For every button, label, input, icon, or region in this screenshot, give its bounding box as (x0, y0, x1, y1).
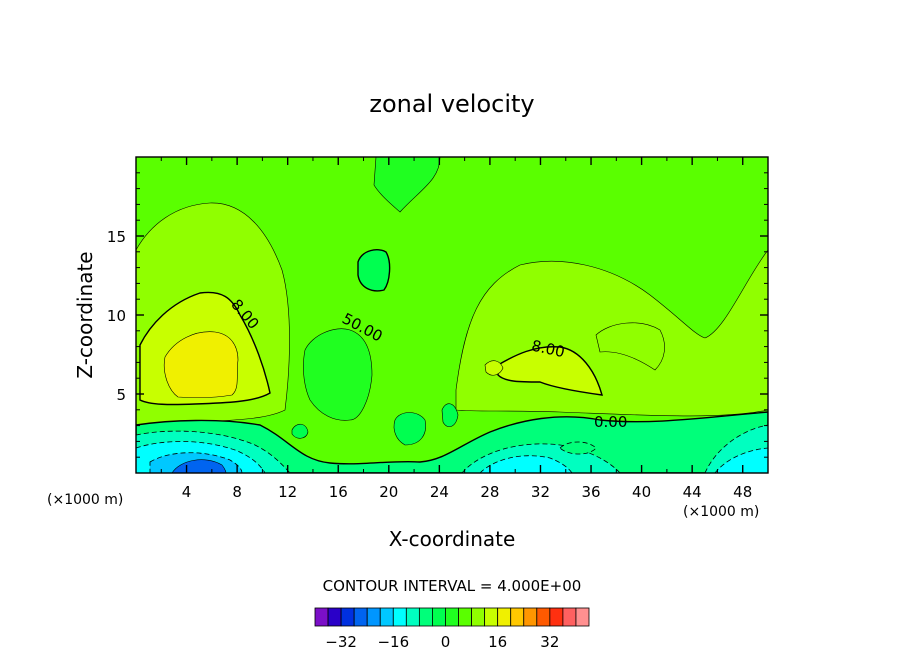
colorbar-swatch-15 (510, 607, 525, 627)
colorbar-swatch-19 (562, 607, 577, 627)
colorbar-swatch-1 (327, 607, 342, 627)
colorbar-swatch-9 (432, 607, 446, 627)
colorbar-tick-16: 16 (488, 633, 507, 651)
colorbar-swatch-10 (445, 607, 459, 627)
colorbar-swatch-7 (405, 607, 420, 627)
x-tick-label-32: 32 (531, 483, 550, 501)
colorbar-swatch-4 (366, 607, 381, 627)
x-tick-label-16: 16 (329, 483, 348, 501)
contour-label-4: 0.00 (594, 413, 627, 431)
contour-fill-bottom-cyan-far-right (714, 447, 768, 473)
contour-fill-left-core (163, 331, 239, 398)
contour-interval-text: CONTOUR INTERVAL = 4.000E+00 (323, 577, 582, 595)
contour-fill-right-mid (497, 346, 603, 396)
y-tick-label-15: 15 (107, 228, 126, 246)
x-tick-label-20: 20 (379, 483, 398, 501)
contour-fill-center-blob (303, 328, 373, 421)
x-tick-label-44: 44 (683, 483, 702, 501)
colorbar-swatch-8 (418, 607, 433, 627)
x-tick-label-4: 4 (182, 483, 192, 501)
x-axis-ticks: 4 8 12 16 20 24 28 32 36 40 44 48 (160, 157, 752, 501)
x-axis-label: X-coordinate (389, 527, 516, 551)
contour-fill-small-d (559, 441, 597, 455)
contour-fill-bottom-cyan-right (479, 455, 573, 473)
contour-fill-small-b (441, 403, 459, 428)
x-tick-label-24: 24 (430, 483, 449, 501)
colorbar-swatch-5 (379, 607, 394, 627)
colorbar (314, 607, 590, 627)
colorbar-swatch-20 (575, 607, 590, 627)
x-unit-label: (×1000 m) (47, 492, 123, 508)
colorbar-tick--32: −32 (325, 633, 357, 651)
colorbar-swatch-16 (523, 607, 538, 627)
colorbar-swatch-11 (458, 607, 472, 627)
colorbar-tick-32: 32 (540, 633, 559, 651)
contour-fill-bottom-layer (136, 411, 768, 473)
contour-fill-small-a (393, 412, 426, 446)
x-tick-label-28: 28 (480, 483, 499, 501)
x-tick-label-48: 48 (733, 483, 752, 501)
chart-title: zonal velocity (369, 90, 534, 118)
x-tick-label-12: 12 (278, 483, 297, 501)
x-tick-label-8: 8 (232, 483, 242, 501)
y-tick-label-10: 10 (107, 307, 126, 325)
contour-fill-mid-blob (357, 249, 391, 292)
colorbar-swatch-17 (536, 607, 551, 627)
contour-fill-small-blob (484, 360, 504, 376)
colorbar-swatch-18 (549, 607, 564, 627)
x-tick-label-40: 40 (632, 483, 651, 501)
contour-field (136, 157, 768, 473)
contour-fill-right-patch (595, 322, 665, 371)
colorbar-tick-labels: −32 −16 0 16 32 (325, 633, 559, 651)
y-tick-label-5: 5 (116, 386, 126, 404)
colorbar-swatch-12 (471, 607, 486, 627)
colorbar-swatch-14 (497, 607, 512, 627)
y-axis-label: Z-coordinate (73, 251, 97, 378)
colorbar-swatch-6 (392, 607, 407, 627)
colorbar-swatch-13 (484, 607, 499, 627)
colorbar-swatch-0 (314, 607, 329, 627)
contour-fill-top-blob (373, 157, 441, 213)
contour-fill-small-c (291, 423, 309, 439)
colorbar-swatch-2 (340, 607, 355, 627)
z-unit-label: (×1000 m) (683, 504, 759, 520)
x-tick-label-36: 36 (581, 483, 600, 501)
y-axis-ticks: 5 10 15 (107, 172, 768, 458)
colorbar-tick-0: 0 (441, 633, 451, 651)
colorbar-tick--16: −16 (377, 633, 409, 651)
colorbar-swatch-3 (353, 607, 368, 627)
